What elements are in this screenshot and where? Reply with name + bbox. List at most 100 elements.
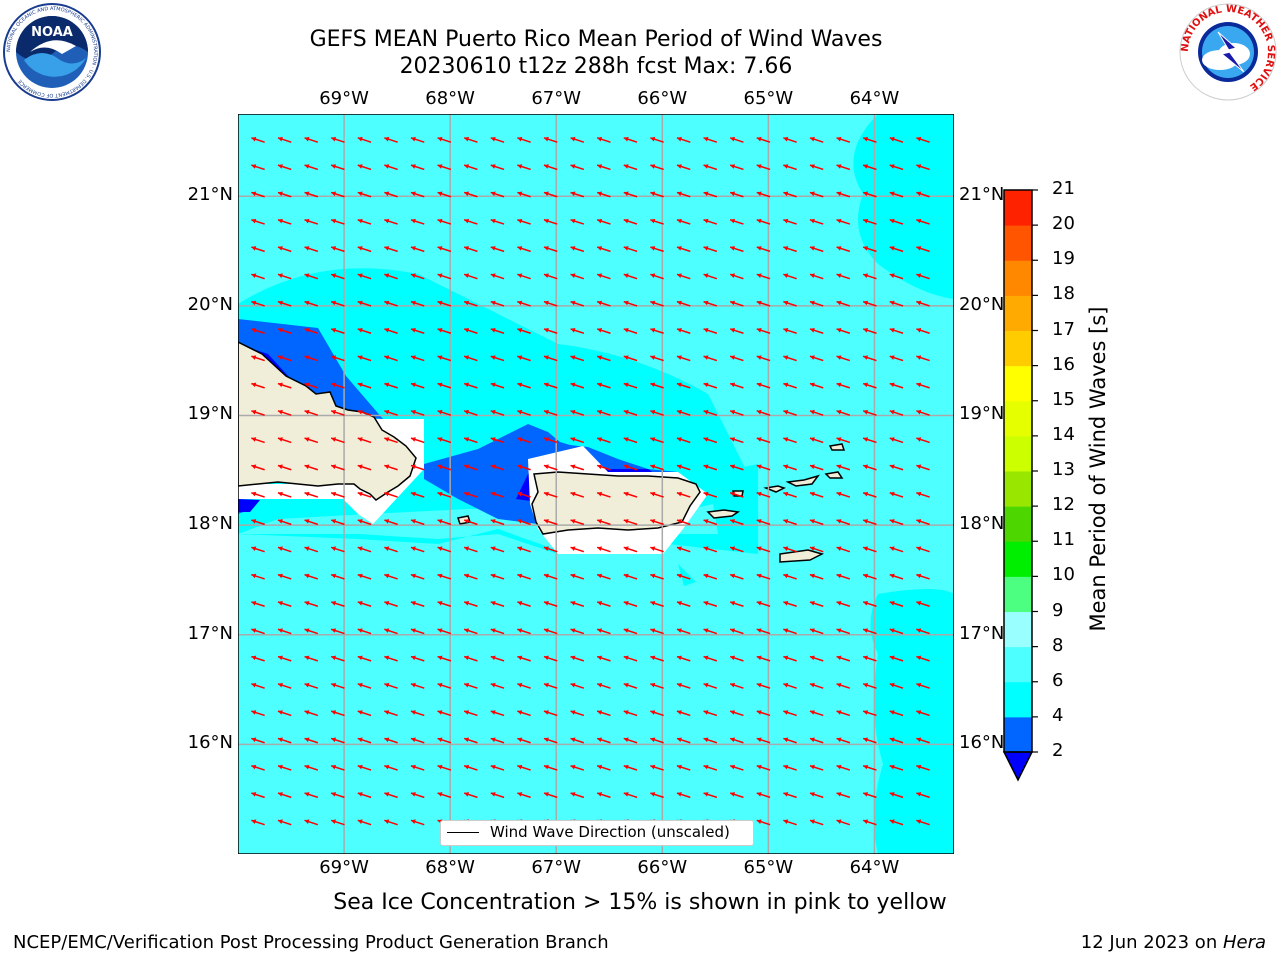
wave-arrow xyxy=(836,382,851,389)
wave-arrow xyxy=(304,191,319,198)
wave-arrow xyxy=(517,628,531,635)
wave-arrow xyxy=(410,355,425,362)
wave-arrow xyxy=(703,682,718,689)
wave-arrow xyxy=(783,601,797,607)
wave-arrow xyxy=(463,273,478,280)
wave-arrow xyxy=(251,464,265,471)
wave-arrow xyxy=(543,273,558,280)
wave-arrow xyxy=(517,546,531,553)
wave-arrow xyxy=(729,136,744,143)
wave-arrow xyxy=(809,300,824,307)
wave-arrow xyxy=(251,819,265,826)
wave-arrow xyxy=(809,273,824,280)
wave-arrow xyxy=(517,464,531,471)
wave-arrow xyxy=(729,191,744,198)
wave-arrow xyxy=(384,300,398,307)
wave-arrow xyxy=(916,519,930,526)
wave-arrow xyxy=(304,737,319,744)
wave-arrow xyxy=(570,273,585,280)
wave-arrow xyxy=(676,764,691,771)
wave-arrow xyxy=(783,409,797,416)
longitude-label: 64°W xyxy=(849,88,900,109)
chart-title: GEFS MEAN Puerto Rico Mean Period of Win… xyxy=(309,27,883,52)
wave-arrow xyxy=(357,491,372,498)
wave-arrow xyxy=(251,300,265,307)
wave-arrow xyxy=(410,409,425,416)
wave-arrow xyxy=(729,573,744,580)
wave-arrow xyxy=(862,300,877,307)
colorbar-segment xyxy=(1004,330,1032,367)
wave-arrow xyxy=(490,464,505,471)
wave-arrow xyxy=(596,464,611,471)
wave-arrow xyxy=(410,246,425,253)
wave-arrow xyxy=(463,437,478,444)
wave-arrow xyxy=(756,382,771,389)
wave-arrow xyxy=(463,136,478,143)
latitude-label: 16°N xyxy=(959,732,1005,754)
wave-arrow xyxy=(437,710,452,717)
wave-arrow xyxy=(543,218,558,225)
wave-arrow xyxy=(277,573,292,580)
wave-arrow xyxy=(916,792,930,799)
wave-arrow xyxy=(437,764,452,771)
wave-arrow xyxy=(676,491,691,498)
wave-arrow xyxy=(304,519,319,526)
wave-arrow xyxy=(357,710,372,717)
wave-arrow xyxy=(543,437,558,444)
wave-arrow xyxy=(543,710,558,717)
wave-arrow xyxy=(783,573,797,580)
wave-arrow xyxy=(570,464,585,471)
wave-arrow xyxy=(729,273,744,280)
wave-arrow xyxy=(916,246,930,253)
wave-arrow xyxy=(836,409,851,416)
wave-arrow xyxy=(836,601,851,607)
wave-arrow xyxy=(650,191,664,198)
wave-arrow xyxy=(251,764,265,771)
wave-arrow xyxy=(809,601,824,607)
wave-arrow xyxy=(304,601,319,607)
wave-arrow xyxy=(756,409,771,416)
noaa-logo: NOAA NATIONAL OCEANIC AND ATMOSPHERIC AD… xyxy=(3,3,101,101)
wave-arrow xyxy=(517,355,531,362)
wave-arrow xyxy=(756,519,771,526)
colorbar-segment xyxy=(1004,471,1032,507)
wave-arrow xyxy=(650,682,664,689)
wave-arrow xyxy=(410,601,425,607)
wave-arrow xyxy=(756,464,771,471)
wave-arrow xyxy=(889,519,904,526)
wave-arrow xyxy=(676,682,691,689)
wave-arrow xyxy=(596,737,611,744)
wave-arrow xyxy=(330,737,345,744)
wave-arrow xyxy=(676,628,691,635)
wave-arrow xyxy=(277,246,292,253)
wave-arrow xyxy=(437,464,452,471)
wave-arrow xyxy=(463,246,478,253)
wave-arrow xyxy=(889,764,904,771)
wave-arrow xyxy=(783,491,797,498)
wave-arrow xyxy=(410,382,425,389)
wave-arrow xyxy=(357,546,372,553)
wave-arrow xyxy=(729,464,744,471)
wave-arrow xyxy=(836,164,851,171)
wave-arrow xyxy=(623,328,638,334)
wave-arrow xyxy=(916,737,930,744)
wave-arrow xyxy=(650,792,664,799)
wave-arrow xyxy=(410,218,425,225)
wave-arrow xyxy=(916,355,930,362)
wave-arrow xyxy=(862,437,877,444)
colorbar-tick-label: 15 xyxy=(1052,388,1075,410)
wave-arrow xyxy=(809,328,824,334)
wind-wave-arrows xyxy=(251,136,930,826)
colorbar-segment xyxy=(1004,716,1032,753)
wave-arrow xyxy=(490,710,505,717)
wave-arrow xyxy=(330,655,345,662)
longitude-label: 66°W xyxy=(637,88,688,109)
longitude-label: 68°W xyxy=(425,857,475,878)
wave-arrow xyxy=(650,300,664,307)
wave-arrow xyxy=(756,710,771,717)
wave-arrow xyxy=(251,628,265,635)
wave-arrow xyxy=(783,546,797,553)
latitude-label: 16°N xyxy=(187,732,233,754)
wave-arrow xyxy=(357,764,372,771)
wave-arrow xyxy=(410,300,425,307)
